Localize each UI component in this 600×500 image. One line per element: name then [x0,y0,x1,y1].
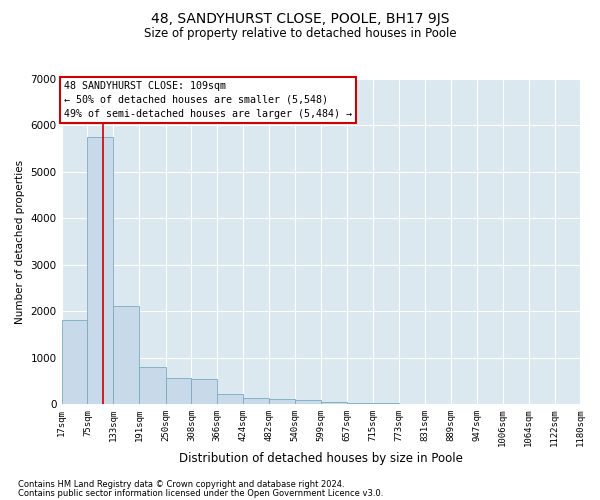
Bar [295,400,321,404]
X-axis label: Distribution of detached houses by size in Poole: Distribution of detached houses by size … [179,452,463,465]
Bar [321,402,347,404]
Text: Contains HM Land Registry data © Crown copyright and database right 2024.: Contains HM Land Registry data © Crown c… [18,480,344,489]
Bar [62,320,88,404]
Bar [347,402,373,404]
Bar [88,137,113,404]
Bar [113,306,139,404]
Text: Size of property relative to detached houses in Poole: Size of property relative to detached ho… [143,28,457,40]
Bar [139,367,166,404]
Text: 48 SANDYHURST CLOSE: 109sqm
← 50% of detached houses are smaller (5,548)
49% of : 48 SANDYHURST CLOSE: 109sqm ← 50% of det… [64,80,352,118]
Text: 48, SANDYHURST CLOSE, POOLE, BH17 9JS: 48, SANDYHURST CLOSE, POOLE, BH17 9JS [151,12,449,26]
Bar [269,400,295,404]
Y-axis label: Number of detached properties: Number of detached properties [15,160,25,324]
Bar [217,394,243,404]
Bar [166,378,191,404]
Bar [243,398,269,404]
Text: Contains public sector information licensed under the Open Government Licence v3: Contains public sector information licen… [18,488,383,498]
Bar [191,380,217,404]
